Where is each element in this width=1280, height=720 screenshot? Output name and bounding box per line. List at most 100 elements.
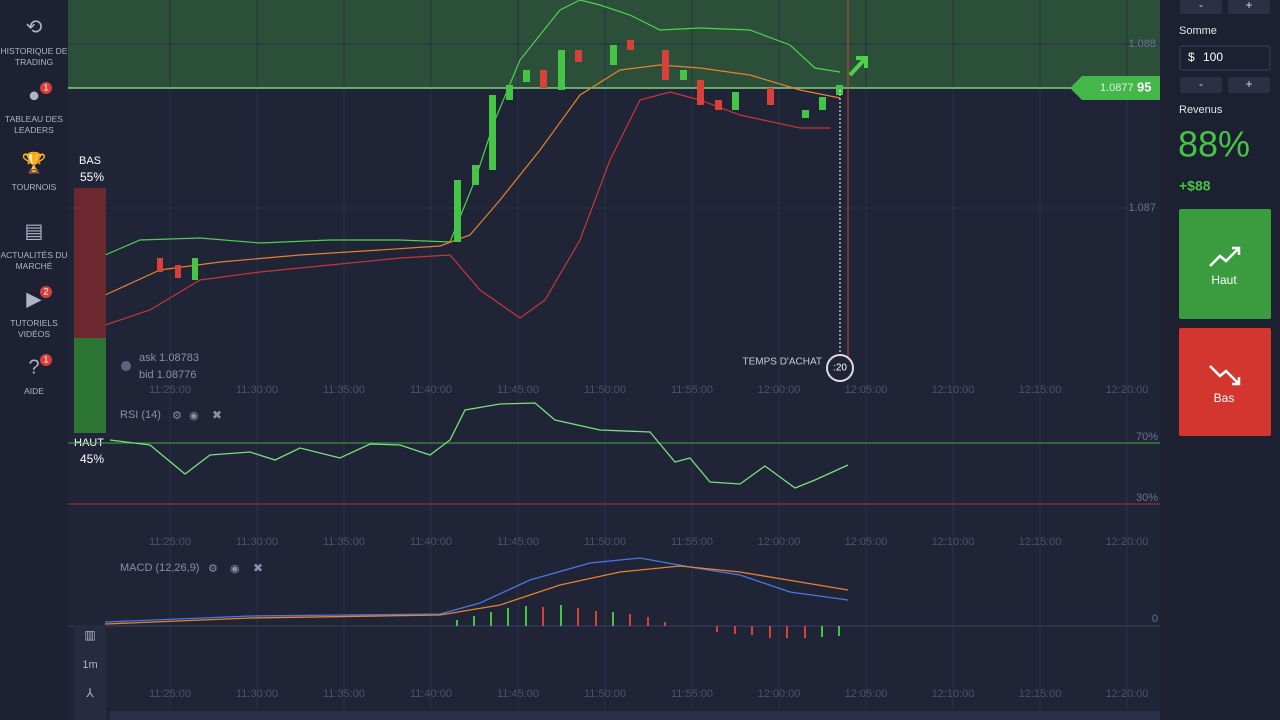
grid (68, 0, 1160, 710)
sidebar-item[interactable]: ● TABLEAU DES LEADERS 1 (5, 82, 63, 135)
down-button-label: Bas (1214, 391, 1235, 405)
price-main: 1.0877 (1100, 82, 1134, 94)
candles (157, 40, 843, 280)
sidebar-label: TOURNOIS (12, 182, 57, 192)
time-label: 12:20:00 (1106, 688, 1149, 700)
time-label: 12:20:00 (1106, 384, 1149, 396)
time-label: 11:25:00 (149, 384, 191, 396)
info-icon (121, 361, 131, 371)
time-label: 12:05:00 (845, 688, 888, 700)
sidebar-items: ⟲ HISTORIQUE DE TRADING ● TABLEAU DES LEADERS… (0, 16, 67, 396)
up-gauge (74, 338, 106, 433)
time-label: 12:00:00 (758, 384, 801, 396)
sidebar-item[interactable]: ? AIDE 1 (24, 354, 52, 396)
time-label: 11:45:00 (497, 384, 539, 396)
sidebar (0, 0, 68, 720)
down-icon (1209, 365, 1241, 386)
sidebar-icon: 🏆 (22, 150, 47, 174)
down-gauge (74, 188, 106, 338)
signal-line (104, 565, 849, 625)
badge-count: 2 (43, 286, 48, 296)
macd-line (104, 557, 849, 623)
time-label: 12:15:00 (1019, 688, 1062, 700)
draw-icon[interactable]: ⅄ (85, 686, 94, 700)
down-pct: 55% (80, 170, 104, 184)
currency: $ (1188, 50, 1195, 64)
time-label: 12:10:00 (932, 536, 975, 548)
plus: + (1245, 77, 1252, 91)
rsi-upper-label: 70% (1136, 431, 1158, 443)
countdown-ring (826, 354, 854, 382)
time-label: 11:55:00 (671, 536, 713, 548)
sidebar-label: AIDE (24, 386, 44, 396)
time-label: 11:45:00 (497, 536, 539, 548)
rsi-line (109, 402, 849, 489)
timeframe[interactable]: 1m (82, 659, 97, 671)
price-tag (1070, 76, 1160, 100)
amount-input[interactable] (1179, 45, 1271, 71)
sidebar-label: TABLEAU DES LEADERS (5, 114, 63, 135)
eye-icon[interactable]: ◉ (230, 563, 240, 575)
minus-button[interactable] (1180, 77, 1222, 93)
sidebar-icon: ⟲ (26, 16, 43, 38)
sidebar-label: ACTUALITÉS DU MARCHÉ (0, 250, 67, 271)
settings-icon[interactable]: ⚙ (172, 410, 182, 422)
badge (40, 286, 52, 298)
time-label: 11:40:00 (410, 688, 452, 700)
time-label: 11:40:00 (410, 384, 452, 396)
sidebar-item[interactable]: ⟲ HISTORIQUE DE TRADING (1, 16, 68, 67)
lower-band (104, 91, 830, 326)
rsi-label: RSI (14) (120, 409, 161, 421)
bid: bid 1.08776 (139, 369, 197, 381)
amount-label: Somme (1179, 25, 1217, 37)
time-label: 12:15:00 (1019, 384, 1062, 396)
badge-count: 1 (43, 354, 48, 364)
plus-button[interactable] (1228, 77, 1270, 93)
time-label: 12:10:00 (932, 384, 975, 396)
eye-icon[interactable]: ◉ (189, 410, 199, 422)
time-label: 11:45:00 (497, 688, 539, 700)
down-button[interactable] (1179, 328, 1271, 436)
up-pct: 45% (80, 452, 104, 466)
time-label: 11:50:00 (584, 384, 626, 396)
minus: - (1199, 77, 1203, 91)
time-label: 11:35:00 (323, 688, 365, 700)
sidebar-item[interactable]: ▶ TUTORIELS VIDÉOS 2 (10, 286, 58, 339)
time-label: 11:25:00 (149, 536, 191, 548)
sidebar-icon: ● (28, 84, 40, 106)
settings-icon[interactable]: ⚙ (208, 563, 218, 575)
time-label: 12:05:00 (845, 384, 888, 396)
middle-band (104, 64, 841, 296)
time-label: 11:50:00 (584, 536, 626, 548)
badge-count: 1 (43, 82, 48, 92)
close-icon[interactable]: ✖ (212, 408, 222, 422)
minus-button[interactable] (1180, 0, 1222, 14)
up-button-label: Haut (1211, 273, 1237, 287)
chart-type-icon[interactable]: ▥ (84, 628, 95, 642)
sidebar-icon: ▤ (25, 220, 44, 242)
time-label: 11:35:00 (323, 384, 365, 396)
time-label: 11:55:00 (671, 384, 713, 396)
upper-band (104, 0, 841, 256)
sidebar-item[interactable]: 🏆 TOURNOIS (12, 150, 57, 192)
plus-button[interactable] (1228, 0, 1270, 14)
ask: ask 1.08783 (139, 352, 199, 364)
up-button[interactable] (1179, 209, 1271, 319)
countdown: :20 (833, 363, 847, 374)
time-label: 11:40:00 (410, 536, 452, 548)
purchase-time-label: TEMPS D'ACHAT (742, 357, 822, 368)
time-label: 12:00:00 (758, 688, 801, 700)
time-label: 12:00:00 (758, 536, 801, 548)
time-label: 12:20:00 (1106, 536, 1149, 548)
time-label: 12:05:00 (845, 536, 888, 548)
close-icon[interactable]: ✖ (253, 561, 263, 575)
minus: - (1199, 0, 1203, 12)
sidebar-item[interactable]: ▤ ACTUALITÉS DU MARCHÉ (0, 220, 67, 271)
rsi-lower-label: 30% (1136, 492, 1158, 504)
time-axes: 11:25:00 11:30:00 11:35:00 11:40:00 11:45:00… (149, 384, 1148, 700)
time-label: 11:25:00 (149, 688, 191, 700)
time-label: 12:10:00 (932, 688, 975, 700)
plus: + (1245, 0, 1252, 12)
sidebar-label: TUTORIELS VIDÉOS (10, 318, 58, 339)
